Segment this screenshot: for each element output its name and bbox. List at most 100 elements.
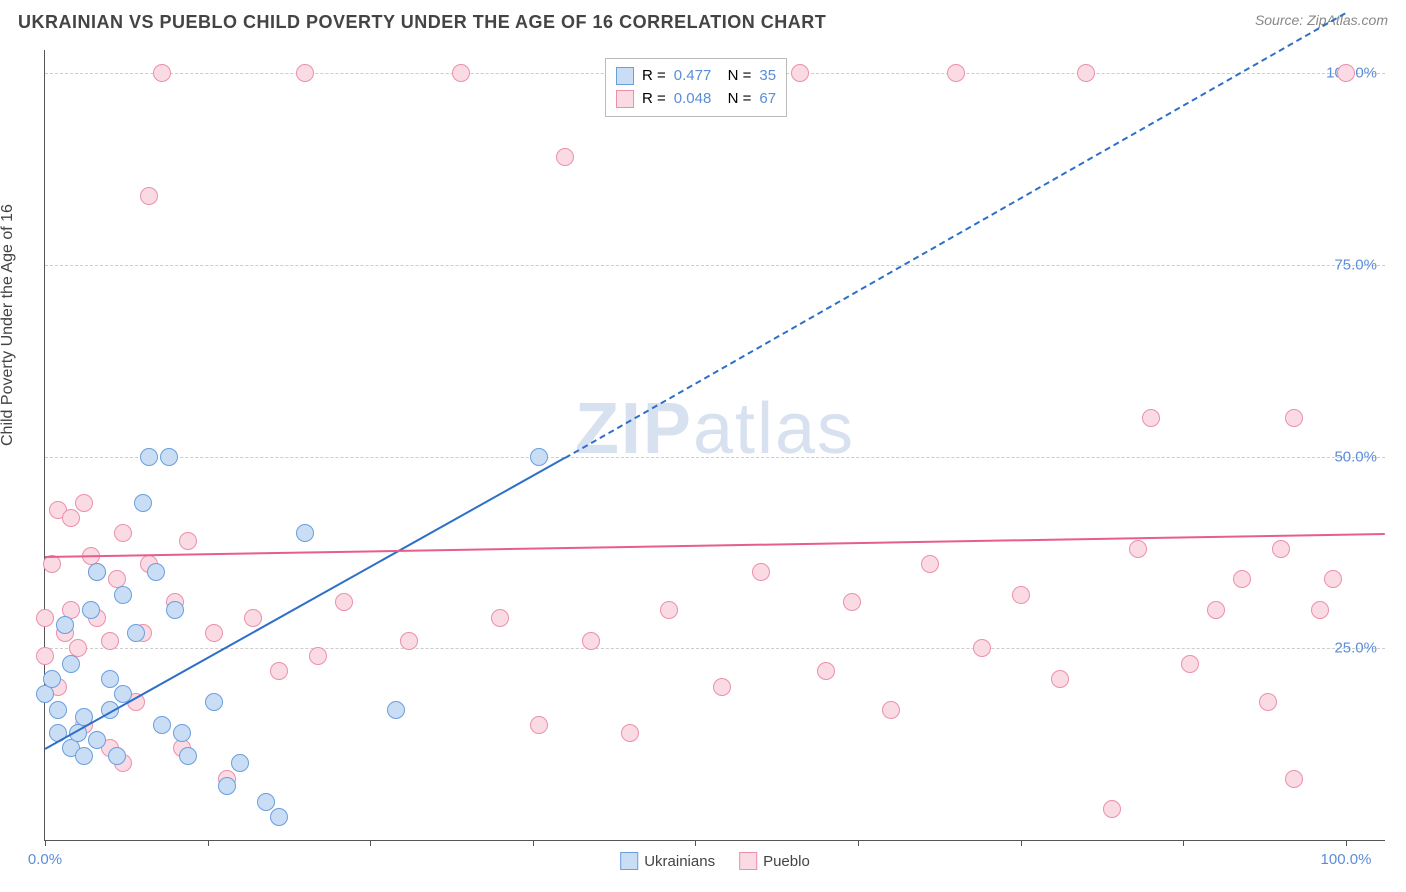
- x-tick: [1021, 840, 1022, 846]
- data-point: [1129, 540, 1147, 558]
- stat-label: N =: [719, 88, 751, 111]
- data-point: [166, 601, 184, 619]
- data-point: [556, 148, 574, 166]
- data-point: [335, 593, 353, 611]
- data-point: [101, 670, 119, 688]
- data-point: [49, 701, 67, 719]
- legend-item: Ukrainians: [620, 852, 715, 870]
- data-point: [114, 586, 132, 604]
- x-tick-label: 0.0%: [28, 851, 62, 868]
- data-point: [270, 808, 288, 826]
- data-point: [791, 64, 809, 82]
- data-point: [660, 601, 678, 619]
- y-tick-label: 75.0%: [1334, 256, 1377, 273]
- data-point: [452, 64, 470, 82]
- data-point: [153, 716, 171, 734]
- data-point: [973, 639, 991, 657]
- data-point: [491, 609, 509, 627]
- data-point: [101, 632, 119, 650]
- data-point: [62, 509, 80, 527]
- data-point: [270, 662, 288, 680]
- n-value: 35: [759, 65, 776, 88]
- legend-label: Pueblo: [763, 853, 810, 870]
- gridline: [45, 265, 1385, 266]
- data-point: [36, 685, 54, 703]
- x-tick: [1346, 840, 1347, 846]
- stats-row: R = 0.477 N = 35: [616, 65, 776, 88]
- data-point: [88, 731, 106, 749]
- data-point: [296, 524, 314, 542]
- data-point: [1337, 64, 1355, 82]
- data-point: [179, 747, 197, 765]
- data-point: [134, 494, 152, 512]
- data-point: [1103, 800, 1121, 818]
- data-point: [205, 624, 223, 642]
- x-tick: [370, 840, 371, 846]
- data-point: [56, 616, 74, 634]
- legend-label: Ukrainians: [644, 853, 715, 870]
- data-point: [75, 747, 93, 765]
- data-point: [582, 632, 600, 650]
- data-point: [205, 693, 223, 711]
- n-value: 67: [759, 88, 776, 111]
- stat-label: N =: [719, 65, 751, 88]
- y-tick-label: 50.0%: [1334, 448, 1377, 465]
- x-tick: [533, 840, 534, 846]
- data-point: [1259, 693, 1277, 711]
- data-point: [108, 747, 126, 765]
- data-point: [1077, 64, 1095, 82]
- data-point: [1285, 409, 1303, 427]
- x-tick: [45, 840, 46, 846]
- data-point: [88, 563, 106, 581]
- data-point: [62, 655, 80, 673]
- data-point: [1142, 409, 1160, 427]
- data-point: [82, 601, 100, 619]
- data-point: [244, 609, 262, 627]
- data-point: [1285, 770, 1303, 788]
- data-point: [114, 524, 132, 542]
- data-point: [530, 448, 548, 466]
- data-point: [153, 64, 171, 82]
- y-tick-label: 25.0%: [1334, 640, 1377, 657]
- data-point: [147, 563, 165, 581]
- stat-label: R =: [642, 65, 666, 88]
- data-point: [309, 647, 327, 665]
- data-point: [231, 754, 249, 772]
- data-point: [843, 593, 861, 611]
- series-swatch: [616, 67, 634, 85]
- stats-row: R = 0.048 N = 67: [616, 88, 776, 111]
- x-tick: [858, 840, 859, 846]
- gridline: [45, 457, 1385, 458]
- data-point: [752, 563, 770, 581]
- stats-box: R = 0.477 N = 35R = 0.048 N = 67: [605, 58, 787, 117]
- data-point: [36, 609, 54, 627]
- data-point: [621, 724, 639, 742]
- data-point: [1324, 570, 1342, 588]
- r-value: 0.477: [674, 65, 712, 88]
- legend-item: Pueblo: [739, 852, 810, 870]
- legend: Ukrainians Pueblo: [620, 852, 810, 870]
- data-point: [882, 701, 900, 719]
- data-point: [127, 624, 145, 642]
- data-point: [140, 187, 158, 205]
- series-swatch: [620, 852, 638, 870]
- data-point: [530, 716, 548, 734]
- scatter-plot: ZIPatlas 25.0%50.0%75.0%100.0%0.0%100.0%…: [44, 50, 1385, 841]
- data-point: [75, 494, 93, 512]
- data-point: [387, 701, 405, 719]
- data-point: [43, 670, 61, 688]
- trend-line: [45, 533, 1385, 558]
- data-point: [817, 662, 835, 680]
- data-point: [1181, 655, 1199, 673]
- r-value: 0.048: [674, 88, 712, 111]
- data-point: [713, 678, 731, 696]
- chart-title: UKRAINIAN VS PUEBLO CHILD POVERTY UNDER …: [18, 12, 826, 33]
- data-point: [921, 555, 939, 573]
- data-point: [179, 532, 197, 550]
- data-point: [1051, 670, 1069, 688]
- y-axis-label: Child Poverty Under the Age of 16: [0, 204, 17, 446]
- data-point: [947, 64, 965, 82]
- x-tick: [1183, 840, 1184, 846]
- x-tick: [208, 840, 209, 846]
- data-point: [140, 448, 158, 466]
